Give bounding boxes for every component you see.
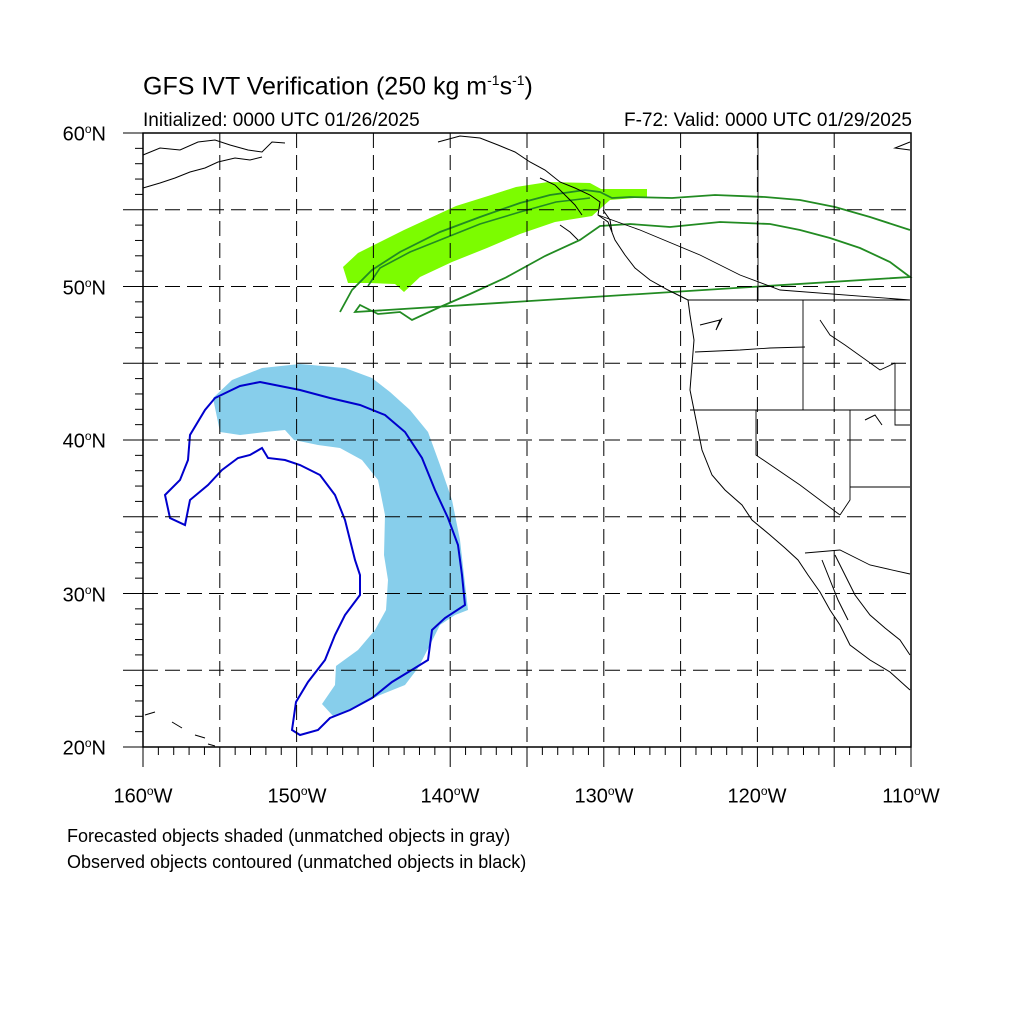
observed-object-north — [339, 189, 913, 322]
lon-label-110: 110oW — [882, 784, 940, 808]
lon-label-130: 130oW — [574, 784, 634, 808]
lat-label-20: 20oN — [62, 736, 106, 760]
observed-note: Observed objects contoured (unmatched ob… — [67, 852, 527, 872]
lon-label-160: 160oW — [113, 784, 173, 808]
forecast-note: Forecasted objects shaded (unmatched obj… — [67, 826, 511, 846]
lat-label-60: 60oN — [62, 122, 106, 146]
borders — [597, 132, 911, 575]
map-title: GFS IVT Verification (250 kg m-1s-1) — [143, 72, 533, 101]
forecast-object-south — [213, 364, 468, 716]
grid-lines — [143, 133, 911, 747]
valid-time: F-72: Valid: 0000 UTC 01/29/2025 — [624, 110, 912, 131]
observed-object-south — [163, 380, 467, 737]
coastlines — [142, 135, 911, 747]
lon-label-120: 120oW — [727, 784, 787, 808]
axis-ticks — [123, 132, 912, 767]
observed-object-north-inner — [367, 197, 591, 287]
forecast-object-north — [343, 182, 647, 292]
lon-label-140: 140oW — [420, 784, 480, 808]
lat-label-30: 30oN — [62, 583, 106, 607]
lat-label-50: 50oN — [62, 276, 106, 300]
lat-label-40: 40oN — [62, 429, 106, 453]
initialized-time: Initialized: 0000 UTC 01/26/2025 — [143, 110, 420, 131]
lon-label-150: 150oW — [267, 784, 327, 808]
